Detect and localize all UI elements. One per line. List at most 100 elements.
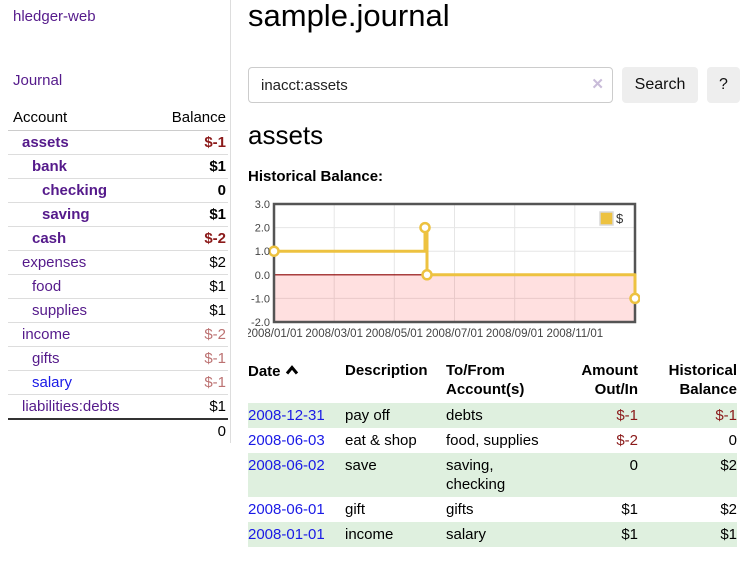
header-line: Historical [669, 362, 737, 379]
transaction-amount: 0 [554, 453, 638, 497]
account-balance: $-2 [150, 323, 228, 347]
data-point [631, 294, 640, 303]
account-row-assets: assets $-1 [8, 131, 228, 155]
data-point [421, 223, 430, 232]
accounts-header-balance: Balance [150, 106, 228, 131]
account-balance: $2 [150, 251, 228, 275]
x-tick: 2008/07/01 [426, 328, 484, 340]
account-row-income: income $-2 [8, 323, 228, 347]
register-header-row: Date Description To/From Account(s) Amou… [248, 358, 737, 403]
help-button[interactable]: ? [707, 67, 740, 103]
transaction-date-link[interactable]: 2008-12-31 [248, 407, 325, 424]
register-row: 2008-12-31 pay off debts $-1 $-1 [248, 403, 737, 428]
account-balance: $1 [150, 275, 228, 299]
account-row-checking: checking 0 [8, 179, 228, 203]
data-point [423, 270, 432, 279]
header-line: Amount [581, 362, 638, 379]
account-link-supplies[interactable]: supplies [32, 302, 87, 319]
account-link-food[interactable]: food [32, 278, 61, 295]
account-link-salary[interactable]: salary [32, 374, 72, 391]
search-box: ✕ [248, 67, 613, 103]
register-header-accounts: To/From Account(s) [446, 358, 554, 403]
sidebar: hledger-web Journal Account Balance asse… [0, 0, 231, 443]
y-tick: 0.0 [255, 270, 270, 282]
transaction-date-link[interactable]: 2008-06-02 [248, 457, 325, 474]
account-row-gifts: gifts $-1 [8, 347, 228, 371]
x-tick: 2008/11/01 [546, 328, 603, 340]
sidebar-item-journal[interactable]: Journal [13, 72, 62, 89]
account-link-assets[interactable]: assets [22, 134, 69, 151]
register-header-amount: Amount Out/In [554, 358, 638, 403]
account-link-income[interactable]: income [22, 326, 70, 343]
account-row-salary: salary $-1 [8, 371, 228, 395]
y-tick: 3.0 [255, 200, 270, 211]
account-link-expenses[interactable]: expenses [22, 254, 86, 271]
register-header-date[interactable]: Date [248, 358, 345, 403]
transaction-accounts: food, supplies [446, 428, 554, 453]
account-balance: 0 [150, 179, 228, 203]
transaction-date-link[interactable]: 2008-01-01 [248, 526, 325, 543]
register-row: 2008-06-03 eat & shop food, supplies $-2… [248, 428, 737, 453]
historical-balance-chart: $ 3.0 2.0 1.0 0.0 -1.0 -2.0 2008/01/01 2… [248, 200, 640, 346]
transaction-balance: 0 [638, 428, 737, 453]
x-tick: 2008/03/01 [305, 328, 363, 340]
main-content: sample.journal ✕ Search ? assets Histori… [248, 0, 737, 582]
account-row-supplies: supplies $1 [8, 299, 228, 323]
account-link-gifts[interactable]: gifts [32, 350, 60, 367]
account-row-bank: bank $1 [8, 155, 228, 179]
search-input[interactable] [248, 67, 613, 103]
account-link-liabilities-debts[interactable]: liabilities:debts [22, 398, 120, 415]
clear-search-icon[interactable]: ✕ [591, 76, 604, 94]
transaction-amount: $1 [554, 497, 638, 522]
transaction-description: eat & shop [345, 428, 446, 453]
chart-title: Historical Balance: [248, 168, 383, 185]
account-balance: $-1 [150, 347, 228, 371]
transaction-description: gift [345, 497, 446, 522]
account-balance: $1 [150, 299, 228, 323]
x-tick: 2008/01/01 [248, 328, 303, 340]
transaction-accounts: gifts [446, 497, 554, 522]
negative-region [274, 275, 635, 322]
header-line: Balance [679, 381, 737, 398]
account-link-saving[interactable]: saving [42, 206, 90, 223]
transaction-description: income [345, 522, 446, 547]
header-line: To/From [446, 362, 505, 379]
transaction-balance: $2 [638, 497, 737, 522]
header-line: Out/In [595, 381, 638, 398]
account-row-saving: saving $1 [8, 203, 228, 227]
register-header-description: Description [345, 358, 446, 403]
accounts-total-row: 0 [8, 419, 228, 443]
account-balance: $-1 [150, 371, 228, 395]
account-link-bank[interactable]: bank [32, 158, 67, 175]
account-balance: $1 [150, 155, 228, 179]
register-header-balance: Historical Balance [638, 358, 737, 403]
date-header-label: Date [248, 363, 281, 380]
accounts-total-value: 0 [150, 419, 228, 443]
transaction-balance: $-1 [638, 403, 737, 428]
register-row: 2008-06-02 save saving, checking 0 $2 [248, 453, 737, 497]
transaction-date-link[interactable]: 2008-06-03 [248, 432, 325, 449]
accounts-table: Account Balance assets $-1 bank $1 check… [8, 106, 228, 443]
data-point [270, 247, 279, 256]
transaction-accounts: salary [446, 522, 554, 547]
sort-ascending-icon [285, 361, 299, 380]
transaction-amount: $-1 [554, 403, 638, 428]
transaction-date-link[interactable]: 2008-06-01 [248, 501, 325, 518]
search-button[interactable]: Search [622, 67, 698, 103]
account-link-checking[interactable]: checking [42, 182, 107, 199]
account-link-cash[interactable]: cash [32, 230, 66, 247]
y-tick: 1.0 [255, 246, 270, 258]
account-balance: $1 [150, 203, 228, 227]
y-tick: 2.0 [255, 223, 270, 235]
search-form: ✕ Search ? [248, 67, 737, 103]
account-heading: assets [248, 120, 323, 151]
header-line: Account(s) [446, 381, 524, 398]
register-row: 2008-06-01 gift gifts $1 $2 [248, 497, 737, 522]
account-balance: $1 [150, 395, 228, 420]
accounts-header-account: Account [8, 106, 150, 131]
transaction-balance: $1 [638, 522, 737, 547]
account-row-expenses: expenses $2 [8, 251, 228, 275]
chart-svg: $ 3.0 2.0 1.0 0.0 -1.0 -2.0 2008/01/01 2… [248, 200, 640, 346]
x-tick: 2008/09/01 [486, 328, 544, 340]
app-brand-link[interactable]: hledger-web [13, 8, 96, 25]
